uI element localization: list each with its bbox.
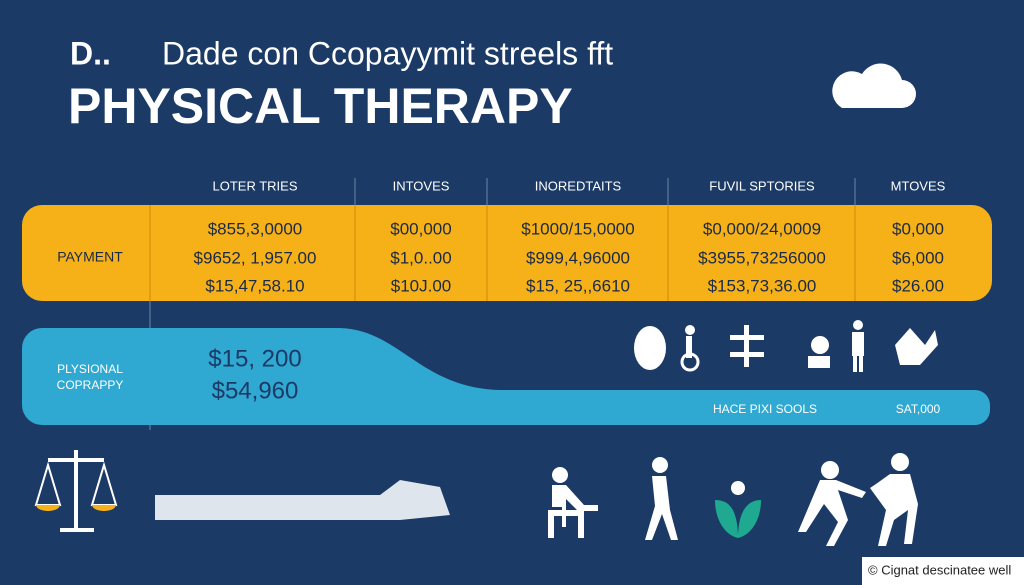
payment-band xyxy=(22,205,992,301)
row-label: PAYMENT xyxy=(57,249,123,265)
payment-values: $855,3,0000 $9652, 1,957.00 $15,47,58.10 $0… xyxy=(194,219,944,295)
row-label: COPRAPPY xyxy=(57,378,124,392)
payment-value: $00,000 xyxy=(390,219,451,238)
payment-value: $6,000 xyxy=(892,248,944,267)
payment-value: $0,000 xyxy=(892,219,944,238)
subtitle: D.. xyxy=(70,35,111,71)
title: PHYSICAL THERAPY xyxy=(68,78,573,134)
copay-note: SAT,000 xyxy=(896,402,941,416)
copay-amount: $54,960 xyxy=(212,377,299,404)
band-dividers xyxy=(149,205,856,301)
row-label: PLYSIONAL xyxy=(57,362,123,376)
payment-value: $26.00 xyxy=(892,276,944,295)
payment-value: $10J.00 xyxy=(391,276,452,295)
payment-value: $9652, 1,957.00 xyxy=(194,248,317,267)
footer-credit: © Cignat descinatee well xyxy=(868,562,1011,577)
column-header: LOTER TRIES xyxy=(212,178,297,193)
payment-value: $15,47,58.10 xyxy=(205,276,304,295)
payment-value: $0,000/24,0009 xyxy=(703,219,821,238)
column-header: INOREDTAITS xyxy=(535,178,622,193)
payment-value: $999,4,96000 xyxy=(526,248,630,267)
title-line: Dade con Ccopayymit streels fft xyxy=(162,35,613,71)
payment-value: $15, 25,,6610 xyxy=(526,276,630,295)
icons xyxy=(34,320,938,546)
payment-value: $855,3,0000 xyxy=(208,219,303,238)
cloud-icon xyxy=(832,63,916,108)
payment-value: $1000/15,0000 xyxy=(521,219,634,238)
payment-value: $3955,73256000 xyxy=(698,248,826,267)
payment-value: $1,0..00 xyxy=(390,248,451,267)
copay-amount: $15, 200 xyxy=(208,345,301,372)
copay-band xyxy=(22,328,990,425)
column-header: FUVIL SPTORIES xyxy=(709,178,815,193)
payment-value: $153,73,36.00 xyxy=(708,276,817,295)
copay-note: HACE PIXI SOOLS xyxy=(713,402,817,416)
footer-box xyxy=(862,557,1024,585)
column-header: MTOVES xyxy=(891,178,946,193)
column-header: INTOVES xyxy=(393,178,450,193)
